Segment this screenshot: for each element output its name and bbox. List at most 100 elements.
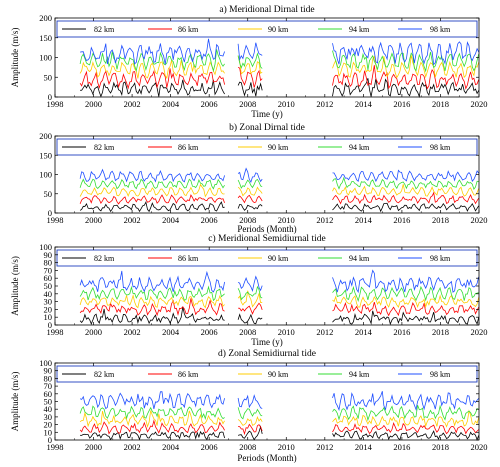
series-line-82-km xyxy=(79,306,225,325)
y-tick-label: 100 xyxy=(39,53,52,63)
y-tick-label: 50 xyxy=(44,189,53,199)
series-line-98-km xyxy=(79,168,225,183)
y-tick-label: 90 xyxy=(44,366,53,376)
series-line-90-km xyxy=(332,294,480,309)
series-line-94-km xyxy=(79,405,225,421)
y-tick-label: 70 xyxy=(44,381,53,391)
x-tick-label: 2014 xyxy=(355,327,373,337)
series-line-98-km xyxy=(79,391,225,410)
x-tick-label: 2018 xyxy=(432,99,449,109)
panel-title: d) Zonal Semidiurnal tide xyxy=(218,348,316,359)
x-tick-label: 2008 xyxy=(239,215,256,225)
panel-title: b) Zonal Dirnal tide xyxy=(229,122,305,133)
series-line-94-km xyxy=(79,49,225,73)
series-line-94-km xyxy=(79,285,225,302)
legend-label: 94 km xyxy=(349,25,370,34)
y-tick-label: 70 xyxy=(44,265,53,275)
x-tick-label: 2012 xyxy=(316,215,333,225)
y-tick-label: 20 xyxy=(44,304,53,314)
x-tick-label: 2010 xyxy=(278,327,295,337)
series-line-94-km xyxy=(332,285,479,303)
y-tick-label: 0 xyxy=(48,92,52,102)
x-tick-label: 2000 xyxy=(85,327,102,337)
legend: 82 km 86 km 90 km 94 km 98 km xyxy=(56,138,478,156)
x-tick-label: 2002 xyxy=(124,327,141,337)
x-tick-label: 2008 xyxy=(239,99,256,109)
y-tick-label: 30 xyxy=(44,297,53,307)
x-tick-label: 2006 xyxy=(201,99,218,109)
y-tick-label: 40 xyxy=(44,289,53,299)
series-lines xyxy=(79,269,480,326)
series-line-98-km xyxy=(332,391,480,412)
series-line-90-km xyxy=(237,186,263,197)
series-line-86-km xyxy=(237,194,263,204)
legend-box xyxy=(56,249,478,267)
series-line-94-km xyxy=(237,52,263,70)
x-tick-label: 1998 xyxy=(47,99,64,109)
series-line-86-km xyxy=(332,191,480,205)
series-line-98-km xyxy=(332,169,480,183)
legend: 82 km 86 km 90 km 94 km 98 km xyxy=(56,20,478,38)
series-line-94-km xyxy=(237,178,263,189)
legend-label: 90 km xyxy=(268,254,289,263)
series-line-90-km xyxy=(79,410,225,428)
x-tick-label: 2020 xyxy=(471,215,488,225)
y-axis-label: Amplitude (m/s) xyxy=(10,372,20,432)
series-line-86-km xyxy=(79,419,225,435)
series-line-82-km xyxy=(237,313,263,325)
series-line-94-km xyxy=(332,50,480,73)
series-line-86-km xyxy=(332,301,480,317)
x-tick-label: 2018 xyxy=(432,327,449,337)
legend-label: 90 km xyxy=(268,143,289,152)
series-line-86-km xyxy=(238,302,263,315)
legend-label: 98 km xyxy=(430,25,451,34)
x-tick-label: 1998 xyxy=(47,442,64,452)
panel-3: c) Meridional Semidiurnal tide 82 km 86 km… xyxy=(10,233,488,347)
x-tick-label: 2014 xyxy=(355,442,373,452)
legend-label: 94 km xyxy=(349,143,370,152)
series-line-82-km xyxy=(332,430,480,441)
y-axis-label: Amplitude (m/s) xyxy=(10,256,20,316)
legend-label: 94 km xyxy=(349,254,370,263)
series-line-82-km xyxy=(332,78,480,98)
series-line-98-km xyxy=(237,167,263,183)
y-tick-label: 200 xyxy=(39,131,52,141)
x-axis: 1998 2000 2002 2004 2006 2008 2010 2012 2014 2016… xyxy=(47,18,488,109)
x-tick-label: 2018 xyxy=(432,215,449,225)
x-tick-label: 2016 xyxy=(393,99,410,109)
legend-label: 82 km xyxy=(94,370,115,379)
y-axis: 0 50 100 150 200 xyxy=(39,13,479,102)
legend-label: 98 km xyxy=(430,370,451,379)
y-tick-label: 40 xyxy=(44,404,53,414)
series-line-90-km xyxy=(79,293,225,309)
panel-title: c) Meridional Semidiurnal tide xyxy=(208,233,325,244)
y-tick-label: 0 xyxy=(48,320,52,330)
x-tick-label: 2008 xyxy=(239,327,256,337)
series-line-82-km xyxy=(332,310,480,326)
x-tick-label: 2000 xyxy=(85,215,102,225)
x-tick-label: 2020 xyxy=(471,327,488,337)
x-tick-label: 2006 xyxy=(201,215,218,225)
legend-box xyxy=(56,365,478,383)
legend-label: 90 km xyxy=(268,25,289,34)
y-tick-label: 0 xyxy=(48,208,52,218)
y-tick-label: 30 xyxy=(44,412,53,422)
series-line-86-km xyxy=(237,66,263,88)
x-tick-label: 2016 xyxy=(393,327,410,337)
x-tick-label: 2008 xyxy=(239,442,256,452)
series-line-98-km xyxy=(237,42,263,62)
panel-1: a) Meridional Dirnal tide 82 km 86 km 90 km… xyxy=(10,4,488,119)
legend-label: 90 km xyxy=(268,370,289,379)
x-tick-label: 2004 xyxy=(162,442,180,452)
x-tick-label: 1998 xyxy=(47,215,64,225)
y-tick-label: 90 xyxy=(44,250,53,260)
series-line-98-km xyxy=(332,41,480,66)
y-tick-label: 80 xyxy=(44,258,53,268)
series-line-90-km xyxy=(237,290,263,308)
y-tick-label: 10 xyxy=(44,427,53,437)
series-line-82-km xyxy=(79,201,225,213)
series-line-82-km xyxy=(80,430,225,441)
series-line-94-km xyxy=(237,407,263,420)
y-tick-label: 100 xyxy=(39,170,52,180)
